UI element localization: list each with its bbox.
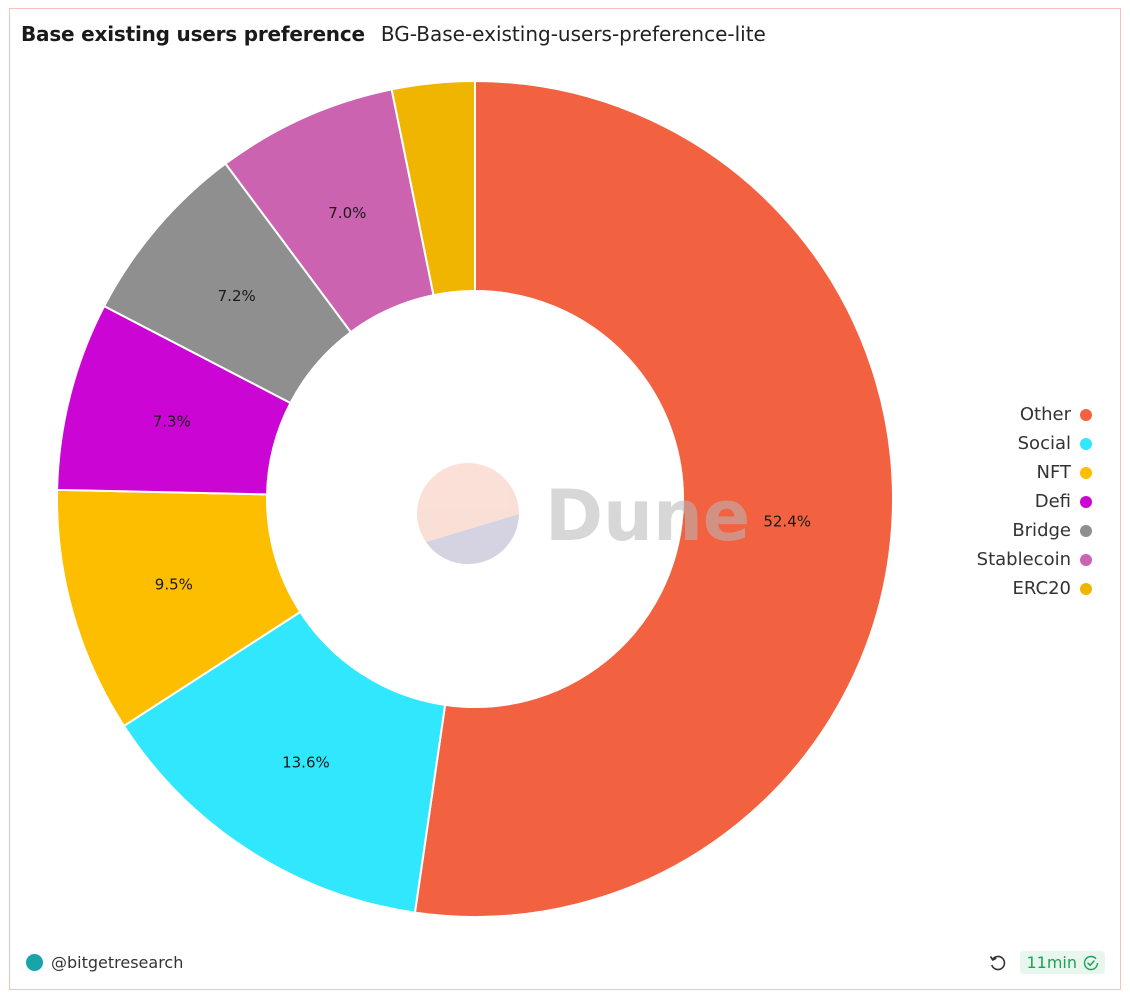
slice-label-social: 13.6% (282, 753, 330, 771)
legend-label: Other (1019, 404, 1071, 425)
dune-logo-top (417, 463, 519, 542)
refresh-icon[interactable] (988, 953, 1008, 973)
legend-swatch (1080, 437, 1092, 450)
last-updated: 11min (1026, 953, 1077, 972)
legend-label: Defi (1034, 491, 1071, 512)
footer-status: 11min (988, 951, 1105, 974)
slice-other[interactable] (413, 79, 894, 918)
legend-label: Bridge (1012, 520, 1071, 541)
dune-watermark: Dune (417, 463, 750, 565)
legend-swatch (1080, 408, 1092, 421)
dune-watermark-text: Dune (545, 475, 750, 557)
chart-legend: Other Social NFT Defi Bridge Stablecoin ERC20 (977, 400, 1092, 603)
slice-label-other: 52.4% (763, 513, 811, 531)
author-handle[interactable]: @bitgetresearch (51, 953, 184, 972)
legend-swatch (1080, 553, 1092, 566)
slice-label-stablecoin: 7.0% (328, 204, 366, 222)
legend-item-social[interactable]: Social (1018, 429, 1092, 458)
author-info[interactable]: @bitgetresearch (26, 953, 183, 972)
refresh-badge[interactable]: 11min (1020, 951, 1105, 974)
chart-header: Base existing users preference BG-Base-e… (21, 22, 766, 46)
legend-item-stablecoin[interactable]: Stablecoin (977, 545, 1092, 574)
legend-swatch (1080, 582, 1092, 595)
legend-label: Stablecoin (976, 549, 1071, 570)
legend-swatch (1080, 495, 1092, 508)
legend-label: NFT (1036, 462, 1072, 483)
legend-item-bridge[interactable]: Bridge (1012, 516, 1092, 545)
legend-item-other[interactable]: Other (1020, 400, 1092, 429)
slice-label-defi: 7.3% (153, 412, 191, 430)
slice-social[interactable] (122, 610, 447, 914)
slice-erc20[interactable] (390, 79, 476, 297)
legend-item-erc20[interactable]: ERC20 (1013, 574, 1092, 603)
slice-label-nft: 9.5% (155, 575, 193, 593)
check-circle-icon (1083, 955, 1099, 970)
legend-swatch (1080, 524, 1092, 537)
legend-label: Social (1017, 433, 1071, 454)
slice-label-bridge: 7.2% (218, 287, 256, 305)
avatar (26, 954, 43, 971)
legend-swatch (1080, 466, 1092, 479)
legend-item-nft[interactable]: NFT (1036, 458, 1092, 487)
chart-title: Base existing users preference (21, 22, 365, 46)
legend-item-defi[interactable]: Defi (1035, 487, 1092, 516)
legend-label: ERC20 (1012, 578, 1071, 599)
dune-logo-bottom (426, 514, 519, 565)
query-name[interactable]: BG-Base-existing-users-preference-lite (380, 22, 766, 46)
